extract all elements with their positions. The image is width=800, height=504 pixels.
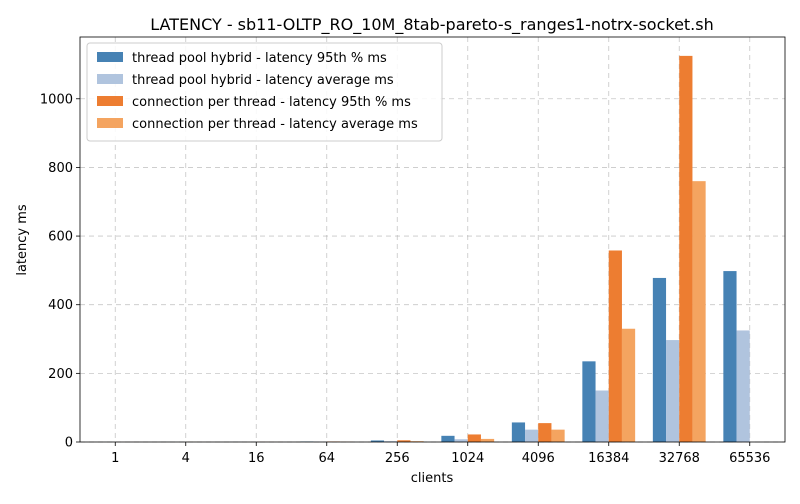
legend-label: thread pool hybrid - latency average ms — [132, 73, 394, 88]
y-tick-label: 200 — [48, 367, 73, 382]
bar — [512, 422, 525, 442]
legend-swatch — [97, 96, 123, 106]
bar — [481, 439, 494, 442]
x-tick-label: 4 — [182, 451, 190, 466]
bar — [723, 271, 736, 442]
bar — [692, 181, 705, 442]
x-tick-label: 1024 — [451, 451, 484, 466]
legend-label: connection per thread - latency average … — [132, 117, 418, 132]
legend-swatch — [97, 52, 123, 62]
y-tick-label: 800 — [48, 161, 73, 176]
x-tick-label: 65536 — [729, 451, 770, 466]
y-tick-label: 0 — [65, 436, 73, 451]
bar — [538, 423, 551, 442]
bar — [653, 278, 666, 442]
bar — [441, 436, 454, 442]
x-tick-label: 64 — [318, 451, 335, 466]
bar — [737, 330, 750, 442]
legend-label: thread pool hybrid - latency 95th % ms — [132, 51, 387, 66]
x-tick-label: 256 — [385, 451, 410, 466]
bar — [622, 329, 635, 442]
x-tick-label: 4096 — [522, 451, 555, 466]
bar — [679, 56, 692, 442]
x-tick-label: 1 — [111, 451, 119, 466]
legend-label: connection per thread - latency 95th % m… — [132, 95, 411, 110]
bar — [582, 361, 595, 442]
bar — [666, 340, 679, 442]
bar — [468, 434, 481, 442]
legend: thread pool hybrid - latency 95th % ms th… — [87, 43, 442, 141]
bar — [455, 439, 468, 442]
chart-title: LATENCY - sb11-OLTP_RO_10M_8tab-pareto-s… — [150, 15, 714, 35]
x-tick-label: 16384 — [588, 451, 629, 466]
bar — [551, 430, 564, 442]
bar — [609, 250, 622, 442]
bar — [525, 430, 538, 442]
bar — [596, 391, 609, 442]
x-axis-label: clients — [411, 471, 454, 486]
y-axis-label: latency ms — [15, 204, 30, 276]
y-tick-label: 600 — [48, 230, 73, 245]
x-tick-label: 32768 — [659, 451, 700, 466]
legend-swatch — [97, 118, 123, 128]
legend-swatch — [97, 74, 123, 84]
x-tick-label: 16 — [248, 451, 265, 466]
y-tick-label: 1000 — [40, 92, 73, 107]
y-tick-label: 400 — [48, 298, 73, 313]
